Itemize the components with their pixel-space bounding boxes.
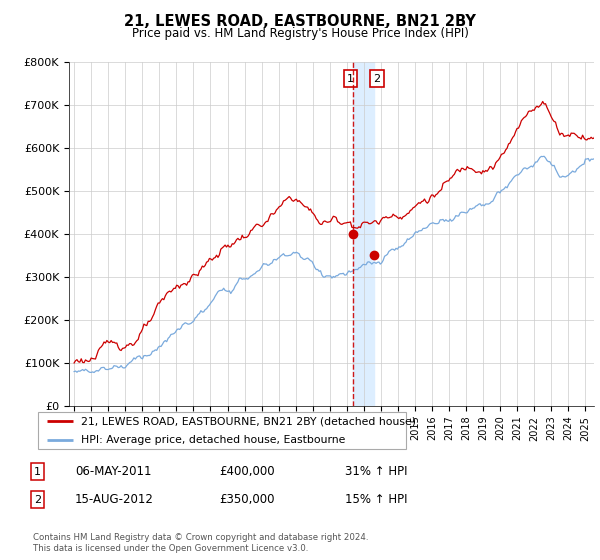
Text: 21, LEWES ROAD, EASTBOURNE, BN21 2BY (detached house): 21, LEWES ROAD, EASTBOURNE, BN21 2BY (de… <box>80 417 416 426</box>
Text: 1: 1 <box>34 466 41 477</box>
Text: 06-MAY-2011: 06-MAY-2011 <box>75 465 151 478</box>
Text: 1: 1 <box>347 74 354 84</box>
Text: 31% ↑ HPI: 31% ↑ HPI <box>345 465 407 478</box>
Text: 15% ↑ HPI: 15% ↑ HPI <box>345 493 407 506</box>
Bar <box>353 62 374 406</box>
Text: 2: 2 <box>373 74 380 84</box>
Text: Contains HM Land Registry data © Crown copyright and database right 2024.
This d: Contains HM Land Registry data © Crown c… <box>33 533 368 553</box>
Text: Price paid vs. HM Land Registry's House Price Index (HPI): Price paid vs. HM Land Registry's House … <box>131 27 469 40</box>
Text: £350,000: £350,000 <box>219 493 275 506</box>
Text: 15-AUG-2012: 15-AUG-2012 <box>75 493 154 506</box>
FancyBboxPatch shape <box>38 413 406 449</box>
Text: 21, LEWES ROAD, EASTBOURNE, BN21 2BY: 21, LEWES ROAD, EASTBOURNE, BN21 2BY <box>124 14 476 29</box>
Text: £400,000: £400,000 <box>219 465 275 478</box>
Text: 2: 2 <box>34 494 41 505</box>
Text: HPI: Average price, detached house, Eastbourne: HPI: Average price, detached house, East… <box>80 435 345 445</box>
